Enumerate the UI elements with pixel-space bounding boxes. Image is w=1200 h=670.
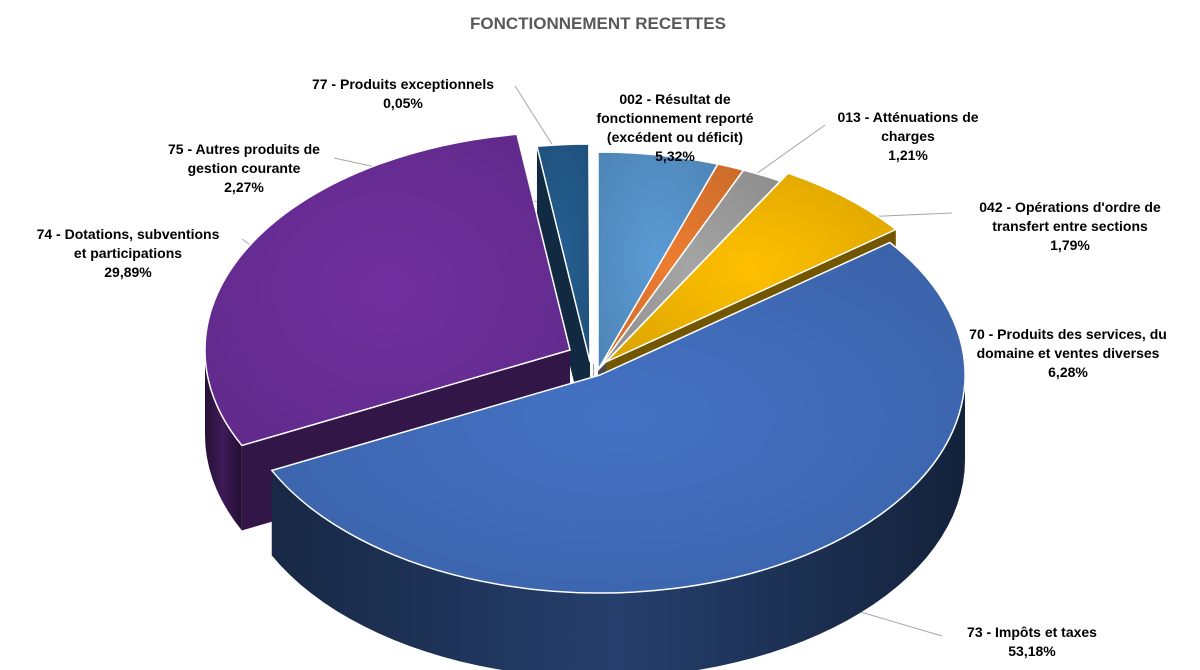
slice-name-label: 73 - Impôts et taxes bbox=[967, 624, 1097, 640]
slice-value-label: 5,32% bbox=[655, 148, 695, 164]
slice-name-label: (excédent ou déficit) bbox=[607, 129, 743, 145]
slice-value-label: 6,28% bbox=[1048, 364, 1088, 380]
slice-value-label: 53,18% bbox=[1008, 643, 1056, 659]
slice-name-label: gestion courante bbox=[188, 160, 301, 176]
pie-slice bbox=[270, 241, 966, 594]
slice-label: 77 - Produits exceptionnels 0,05% bbox=[312, 76, 494, 111]
slice-name-label: transfert entre sections bbox=[992, 218, 1148, 234]
slice-name-label: fonctionnement reporté bbox=[596, 110, 753, 126]
slice-name-label: charges bbox=[881, 128, 935, 144]
slice-outer-wall bbox=[271, 375, 965, 670]
slice-outer-wall bbox=[205, 350, 242, 531]
slice-name-label: 013 - Atténuations de bbox=[837, 109, 978, 125]
slice-name-label: domaine et ventes diverses bbox=[977, 345, 1160, 361]
slice-name-label: 70 - Produits des services, du bbox=[969, 326, 1167, 342]
pie-slice bbox=[536, 143, 591, 363]
slice-label: 75 - Autres produits de gestion courante 2… bbox=[168, 141, 320, 195]
slice-name-label: 002 - Résultat de bbox=[619, 91, 730, 107]
slice-name-label: 74 - Dotations, subventions bbox=[37, 226, 220, 242]
slice-label: 002 - Résultat de fonctionnement reporté (… bbox=[596, 91, 753, 164]
slice-label: 70 - Produits des services, du domaine et… bbox=[969, 326, 1167, 380]
slice-name-label: 77 - Produits exceptionnels bbox=[312, 76, 494, 92]
pie-slice bbox=[592, 145, 595, 365]
slice-label: 74 - Dotations, subventions et participat… bbox=[37, 226, 220, 280]
slice-name-label: 75 - Autres produits de bbox=[168, 141, 320, 157]
slice-label: 013 - Atténuations de charges 1,21% bbox=[837, 109, 978, 163]
slice-radial-wall bbox=[536, 146, 590, 447]
slice-label: 042 - Opérations d'ordre de transfert ent… bbox=[979, 199, 1161, 253]
slice-labels: 002 - Résultat de fonctionnement reporté (… bbox=[37, 76, 1167, 659]
slice-label: 73 - Impôts et taxes 53,18% bbox=[967, 624, 1097, 659]
pie-slice bbox=[605, 172, 898, 363]
slice-name-label: et participations bbox=[74, 245, 182, 261]
slice-value-label: 0,05% bbox=[383, 95, 423, 111]
slice-name-label: 042 - Opérations d'ordre de bbox=[979, 199, 1161, 215]
slice-value-label: 1,79% bbox=[1050, 237, 1090, 253]
slice-value-label: 29,89% bbox=[104, 264, 152, 280]
slice-value-label: 1,21% bbox=[888, 147, 928, 163]
pie-slices bbox=[204, 133, 966, 670]
pie-slice bbox=[204, 133, 571, 447]
chart-title: FONCTIONNEMENT RECETTES bbox=[470, 14, 726, 33]
slice-value-label: 2,27% bbox=[224, 179, 264, 195]
